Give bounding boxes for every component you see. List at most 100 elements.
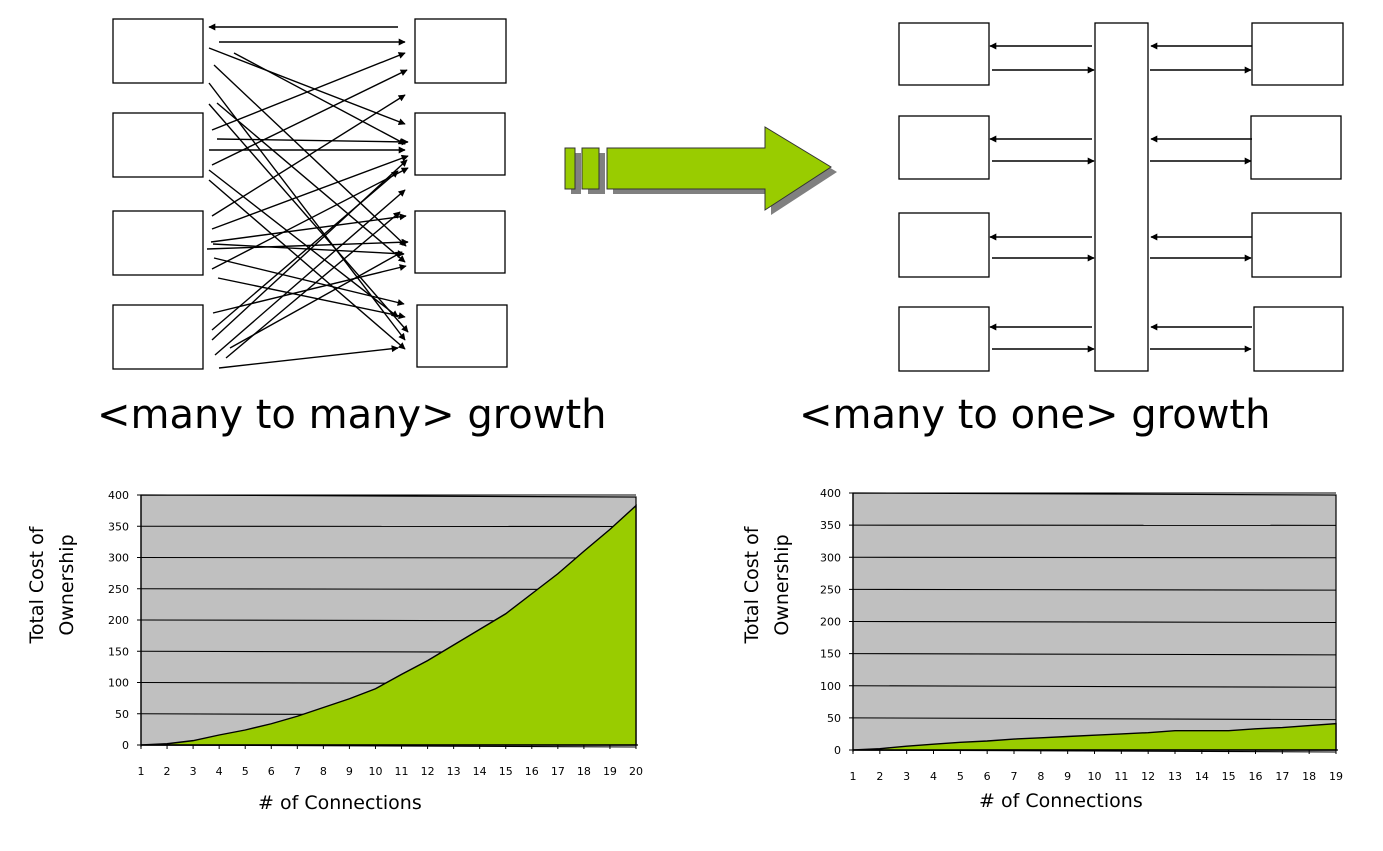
caption-many-to-many: <many to many> growth <box>97 392 607 438</box>
x-tick-label: 3 <box>190 765 197 778</box>
right-box-4 <box>1253 306 1344 372</box>
connection-arrow <box>211 52 406 131</box>
x-tick-label: 12 <box>1141 770 1155 783</box>
arrow-head <box>606 126 832 211</box>
grid-line <box>852 653 1337 656</box>
y-tick-label: 350 <box>108 520 129 533</box>
connection-arrow <box>208 179 406 350</box>
y-tick-label: 100 <box>108 677 129 690</box>
x-tick-label: 15 <box>1222 770 1236 783</box>
grid-line <box>852 556 1337 559</box>
connection-arrow <box>210 213 407 243</box>
many-to-many-diagram <box>112 18 508 370</box>
chart2-x-axis-label: # of Connections <box>979 790 1143 812</box>
right-box-3 <box>1251 212 1342 278</box>
x-tick-label: 14 <box>473 765 487 778</box>
chart1-y-axis-label: Total Cost of Ownership <box>26 526 78 644</box>
transition-arrow <box>564 126 837 215</box>
grid-line <box>852 620 1337 624</box>
x-tick-label: 13 <box>447 765 461 778</box>
left-box-2 <box>898 115 990 180</box>
connection-arrow <box>213 257 405 306</box>
target-box-3 <box>414 210 506 274</box>
connection-arrow <box>216 138 409 146</box>
x-tick-label: 7 <box>294 765 301 778</box>
grid-line <box>140 556 637 559</box>
x-tick-label: 18 <box>577 765 591 778</box>
x-tick-label: 8 <box>320 765 327 778</box>
x-tick-label: 4 <box>216 765 223 778</box>
y-tick-label: 0 <box>122 739 129 752</box>
x-tick-label: 20 <box>629 765 643 778</box>
connection-arrow <box>233 52 406 145</box>
x-tick-label: 2 <box>876 770 883 783</box>
connection-arrow <box>216 102 406 263</box>
connection-arrow <box>211 94 406 217</box>
x-tick-label: 17 <box>1275 770 1289 783</box>
x-tick-label: 6 <box>268 765 275 778</box>
hub-arrows <box>989 42 1252 353</box>
chart2-y-axis-label: Total Cost of Ownership <box>741 526 793 644</box>
many-to-one-diagram <box>898 22 1344 372</box>
x-tick-label: 3 <box>903 770 910 783</box>
x-tick-label: 16 <box>1249 770 1263 783</box>
hub-box <box>1094 22 1149 372</box>
y-tick-label: 250 <box>820 583 841 596</box>
connection-arrow <box>229 251 403 349</box>
x-tick-label: 16 <box>525 765 539 778</box>
connection-arrow <box>208 103 409 333</box>
x-tick-label: 7 <box>1011 770 1018 783</box>
area-series <box>140 504 637 746</box>
x-tick-label: 18 <box>1302 770 1316 783</box>
right-box-2 <box>1250 115 1342 180</box>
y-tick-label: 200 <box>108 614 129 627</box>
connection-arrow <box>214 189 406 356</box>
y-tick-label: 50 <box>827 712 841 725</box>
connection-arrow <box>212 264 407 314</box>
right-box-1 <box>1251 22 1344 86</box>
x-tick-label: 10 <box>368 765 382 778</box>
left-box-3 <box>898 212 990 278</box>
y-tick-label: 350 <box>820 519 841 532</box>
x-tick-label: 12 <box>421 765 435 778</box>
area-series <box>852 722 1337 751</box>
source-box-2 <box>112 112 204 178</box>
source-box-1 <box>112 18 204 84</box>
connection-arrow <box>211 69 408 166</box>
x-tick-label: 5 <box>957 770 964 783</box>
arrow-tail-bar-2 <box>581 147 600 190</box>
left-box-4 <box>898 306 990 372</box>
connection-arrow <box>212 243 405 258</box>
x-tick-label: 19 <box>603 765 617 778</box>
grid-line <box>852 588 1337 591</box>
x-tick-label: 1 <box>138 765 145 778</box>
x-tick-label: 9 <box>1064 770 1071 783</box>
x-tick-label: 9 <box>346 765 353 778</box>
connection-arrow <box>211 154 409 230</box>
x-tick-label: 11 <box>395 765 409 778</box>
target-box-4 <box>416 304 508 368</box>
arrow-tail-bar-1 <box>564 147 576 190</box>
y-tick-label: 250 <box>108 583 129 596</box>
x-tick-label: 13 <box>1168 770 1182 783</box>
target-box-1 <box>414 18 507 84</box>
x-tick-label: 4 <box>930 770 937 783</box>
x-tick-label: 19 <box>1329 770 1343 783</box>
connection-arrows <box>206 23 409 369</box>
x-tick-label: 10 <box>1088 770 1102 783</box>
connection-arrow <box>208 169 399 318</box>
x-tick-label: 2 <box>164 765 171 778</box>
x-tick-label: 5 <box>242 765 249 778</box>
connection-arrow <box>206 238 409 250</box>
y-tick-label: 200 <box>820 616 841 629</box>
y-tick-label: 400 <box>108 489 129 502</box>
x-tick-label: 6 <box>984 770 991 783</box>
y-tick-label: 50 <box>115 708 129 721</box>
y-tick-label: 150 <box>108 645 129 658</box>
source-box-4 <box>112 304 204 370</box>
grid-line <box>852 717 1337 721</box>
x-tick-label: 1 <box>850 770 857 783</box>
